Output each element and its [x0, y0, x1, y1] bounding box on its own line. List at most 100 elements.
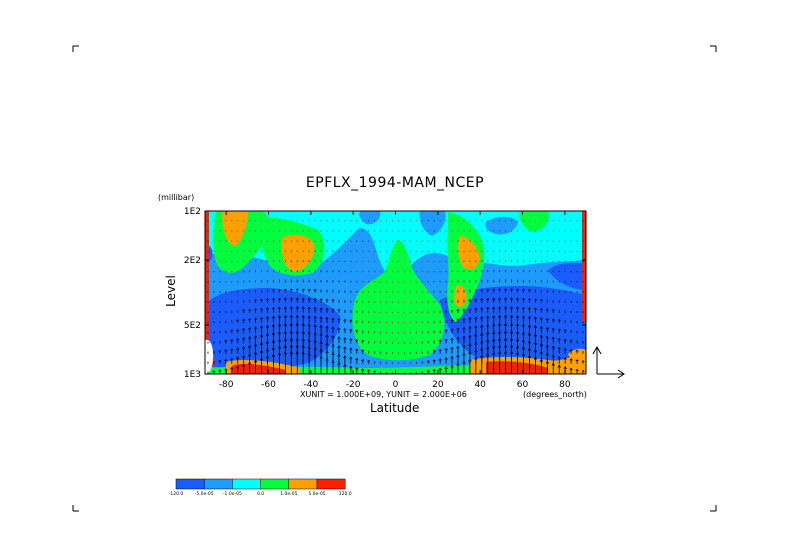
- vector-arrow: [432, 359, 436, 364]
- vector-arrows: [207, 220, 585, 374]
- y-tick-label: 1E3: [184, 370, 201, 380]
- vector-arrow: [450, 364, 454, 374]
- vector-arrow: [230, 329, 234, 334]
- vector-arrow: [265, 324, 270, 334]
- vector-arrow: [527, 289, 531, 293]
- vector-arrow: [295, 350, 299, 374]
- vector-arrow: [325, 325, 329, 334]
- vector-arrow: [474, 307, 478, 313]
- vector-arrow: [343, 346, 347, 354]
- vector-arrow: [545, 308, 549, 313]
- vector-arrow: [468, 317, 472, 324]
- vector-arrow: [343, 328, 347, 334]
- vector-arrow: [337, 318, 341, 324]
- vector-arrow: [527, 354, 532, 374]
- vector-arrow: [248, 361, 252, 374]
- vector-arrow: [212, 370, 216, 374]
- vector-arrow: [492, 288, 496, 293]
- vector-arrow: [236, 319, 240, 324]
- vector-arrow: [289, 288, 293, 293]
- vector-arrow: [504, 314, 508, 324]
- vector-arrow: [527, 298, 531, 303]
- vector-arrow: [271, 353, 276, 374]
- vector-arrow: [319, 324, 323, 334]
- vector-arrow: [569, 367, 573, 374]
- crop-mark-bottom-left: [72, 505, 79, 512]
- vector-arrow: [539, 325, 543, 334]
- vector-arrow: [539, 358, 543, 374]
- vector-arrow: [331, 299, 335, 303]
- vector-arrow: [271, 288, 275, 293]
- chart-title: EPFLX_1994-MAM_NCEP: [305, 175, 485, 191]
- vector-arrow: [492, 306, 496, 313]
- vector-arrow: [521, 352, 526, 374]
- vector-arrow: [533, 307, 537, 313]
- vector-arrow: [248, 318, 252, 324]
- crop-mark-bottom-right: [710, 505, 717, 512]
- vector-arrow: [277, 351, 282, 374]
- vector-arrow: [325, 357, 329, 374]
- vector-arrow: [504, 350, 508, 374]
- vector-arrow: [533, 324, 538, 334]
- vector-arrow: [521, 288, 526, 293]
- vector-arrow: [319, 307, 323, 313]
- vector-arrow: [265, 307, 270, 313]
- vector-arrow: [450, 337, 454, 344]
- vector-arrow: [504, 288, 508, 293]
- vector-arrow: [331, 359, 335, 374]
- x-tick-label: -80: [219, 380, 234, 390]
- x-tick-label: 20: [432, 380, 444, 390]
- vector-arrow: [277, 288, 281, 293]
- vector-arrow: [325, 307, 329, 313]
- vector-arrow: [277, 297, 281, 303]
- vector-arrow: [236, 328, 240, 334]
- crop-mark-top-right: [710, 45, 717, 52]
- vector-arrow: [498, 288, 502, 293]
- reference-vector: [592, 345, 625, 379]
- vector-arrow: [331, 308, 335, 313]
- vector-arrow: [313, 298, 317, 303]
- y-unit-label: (millibar): [158, 193, 195, 202]
- vector-arrow: [259, 325, 264, 334]
- vector-arrow: [248, 344, 252, 354]
- vector-arrow: [456, 318, 460, 324]
- vector-arrow: [563, 347, 567, 354]
- vector-arrow: [438, 348, 442, 354]
- vector-arrow: [521, 306, 526, 313]
- vector-arrow: [515, 297, 520, 303]
- vector-arrow: [265, 298, 270, 303]
- vector-arrow: [492, 351, 496, 374]
- vector-arrow: [527, 324, 532, 334]
- vector-arrow: [337, 327, 341, 334]
- vector-arrow: [545, 343, 549, 354]
- vector-arrow: [438, 367, 442, 374]
- vector-arrow: [361, 349, 365, 354]
- vector-arrow: [462, 326, 466, 334]
- vector-arrow: [557, 346, 561, 354]
- vector-arrow: [438, 339, 442, 344]
- vector-arrow: [533, 298, 537, 303]
- vector-arrow: [319, 355, 323, 374]
- vector-arrow: [551, 309, 555, 313]
- vector-arrow: [515, 314, 520, 324]
- colorbar-label: -1.0e-05: [223, 491, 242, 497]
- vector-arrow: [498, 350, 502, 374]
- vector-arrow: [444, 347, 448, 354]
- vector-arrow: [242, 354, 246, 364]
- x-tick-label: 40: [474, 380, 486, 390]
- vector-arrow: [468, 334, 472, 344]
- axis-ticks: -80 -60 -40 -20 0 20 40 60 80 1E2 2E2 5E2 1E3: [184, 207, 586, 390]
- vector-arrow: [289, 314, 293, 324]
- vector-arrow: [516, 288, 520, 293]
- vector-arrow: [355, 366, 359, 374]
- vector-arrow: [331, 334, 335, 344]
- vector-arrow: [575, 359, 579, 364]
- vector-arrow: [343, 354, 347, 364]
- vector-arrow: [557, 355, 561, 364]
- vector-arrow: [349, 338, 353, 344]
- vector-arrow: [563, 329, 567, 334]
- x-tick-label: 60: [517, 380, 529, 390]
- colorbar-label: 1.0e-05: [280, 491, 297, 497]
